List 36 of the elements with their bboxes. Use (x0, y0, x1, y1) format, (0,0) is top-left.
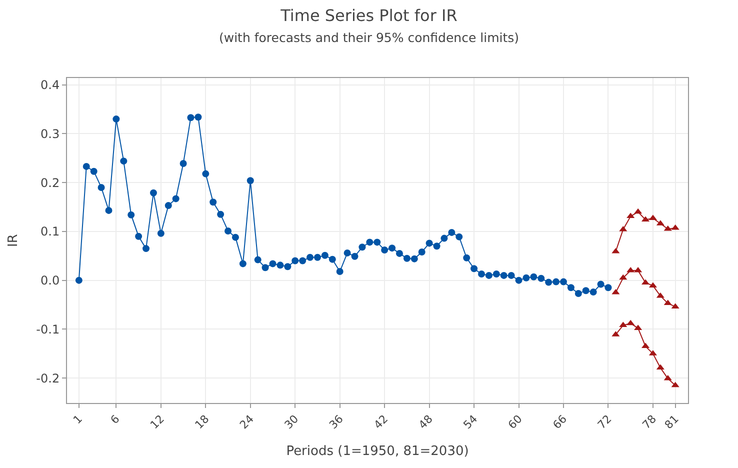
x-tick-label: 72 (595, 412, 614, 432)
chart-subtitle: (with forecasts and their 95% confidence limits) (218, 30, 520, 45)
x-tick-label: 1 (70, 412, 85, 427)
x-axis-title: Periods (1=1950, 81=2030) (286, 444, 469, 460)
point (656, 292, 664, 298)
x-tick-label: 66 (550, 412, 570, 432)
x-tick-label: 12 (148, 412, 167, 432)
y-tick-label: 0.1 (40, 224, 60, 239)
x-tick-label: 42 (372, 412, 391, 432)
y-tick-label: -0.1 (36, 322, 60, 336)
x-tick-label: 24 (237, 412, 256, 432)
x-tick-label: 81 (662, 412, 682, 432)
point (664, 300, 672, 306)
y-tick-label: 0.0 (40, 274, 60, 288)
point (634, 208, 642, 214)
x-tick-label: 78 (640, 412, 659, 432)
chart-title: Time Series Plot for IR (280, 6, 458, 26)
point (626, 320, 635, 326)
x-tick-label: 48 (416, 412, 436, 432)
point (626, 212, 635, 218)
point (648, 214, 657, 220)
y-tick-label: 0.2 (40, 176, 60, 190)
x-tick-label: 18 (192, 412, 212, 432)
x-tick-label: 30 (282, 412, 302, 432)
y-tick-label: 0.3 (40, 126, 60, 141)
x-tick-label: 36 (326, 412, 346, 432)
y-tick-label: 0.4 (40, 78, 60, 92)
point (671, 382, 680, 388)
x-tick-label: 54 (460, 412, 480, 432)
y-axis-title: IR (6, 234, 22, 247)
x-tick-label: 6 (108, 412, 122, 427)
point (619, 274, 628, 280)
y-tick-label: -0.2 (36, 371, 60, 386)
point (656, 364, 664, 370)
x-tick-label: 60 (506, 412, 525, 432)
point (619, 322, 628, 328)
